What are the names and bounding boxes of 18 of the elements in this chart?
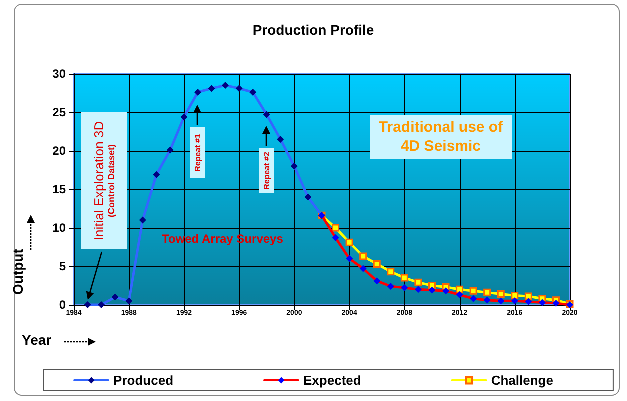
annotation: (Control Dataset) (106, 143, 116, 219)
y-tick-label: 25 (52, 106, 66, 120)
legend-label: Expected (304, 373, 362, 388)
y-tick-label: 20 (52, 144, 66, 158)
legend-label: Produced (114, 373, 174, 388)
y-tick-label: 30 (52, 67, 66, 81)
x-axis-title: Year (22, 332, 52, 348)
y-tick-label: 15 (52, 182, 66, 196)
annotation: Initial Exploration 3D (92, 120, 106, 240)
y-tick-label: 0 (59, 298, 66, 312)
legend-label: Challenge (491, 373, 554, 388)
chart-title: Production Profile (252, 22, 374, 38)
y-axis-title: Output (10, 249, 26, 295)
annotation: Repeat #2 (262, 152, 271, 190)
annotation: Repeat #1 (193, 134, 202, 172)
y-tick-label: 10 (52, 221, 66, 235)
annotation: Traditional use of 4D Seismic (370, 115, 512, 159)
y-tick-label: 5 (59, 260, 66, 274)
